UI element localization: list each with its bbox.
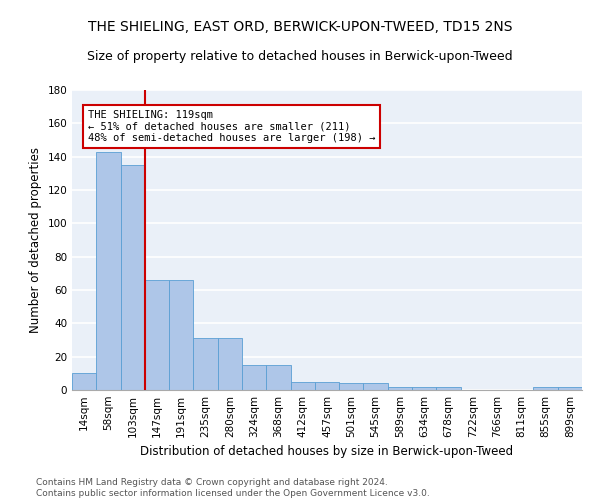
Bar [388, 386, 412, 390]
Text: Contains HM Land Registry data © Crown copyright and database right 2024.
Contai: Contains HM Land Registry data © Crown c… [36, 478, 430, 498]
Text: THE SHIELING: 119sqm
← 51% of detached houses are smaller (211)
48% of semi-deta: THE SHIELING: 119sqm ← 51% of detached h… [88, 110, 375, 143]
Bar [364, 384, 388, 390]
Text: Size of property relative to detached houses in Berwick-upon-Tweed: Size of property relative to detached ho… [87, 50, 513, 63]
Bar [121, 165, 145, 390]
Bar [436, 386, 461, 390]
Bar [315, 382, 339, 390]
Bar [72, 374, 96, 390]
Bar [290, 382, 315, 390]
Bar [169, 280, 193, 390]
Bar [218, 338, 242, 390]
Bar [558, 386, 582, 390]
Bar [242, 365, 266, 390]
Y-axis label: Number of detached properties: Number of detached properties [29, 147, 42, 333]
Text: THE SHIELING, EAST ORD, BERWICK-UPON-TWEED, TD15 2NS: THE SHIELING, EAST ORD, BERWICK-UPON-TWE… [88, 20, 512, 34]
Bar [339, 384, 364, 390]
Bar [412, 386, 436, 390]
Bar [193, 338, 218, 390]
X-axis label: Distribution of detached houses by size in Berwick-upon-Tweed: Distribution of detached houses by size … [140, 446, 514, 458]
Bar [266, 365, 290, 390]
Bar [96, 152, 121, 390]
Bar [145, 280, 169, 390]
Bar [533, 386, 558, 390]
